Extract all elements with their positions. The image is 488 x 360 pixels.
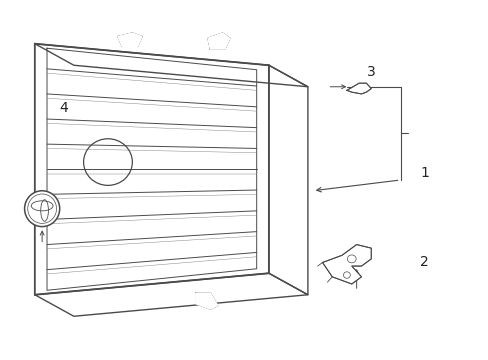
Text: 1: 1 — [419, 166, 428, 180]
Ellipse shape — [24, 191, 60, 226]
Text: 3: 3 — [366, 65, 375, 79]
Polygon shape — [195, 293, 217, 309]
Text: 4: 4 — [60, 101, 68, 115]
Polygon shape — [346, 83, 370, 94]
Polygon shape — [118, 33, 142, 47]
Polygon shape — [322, 244, 370, 284]
Polygon shape — [207, 33, 229, 49]
Text: 2: 2 — [419, 256, 428, 270]
